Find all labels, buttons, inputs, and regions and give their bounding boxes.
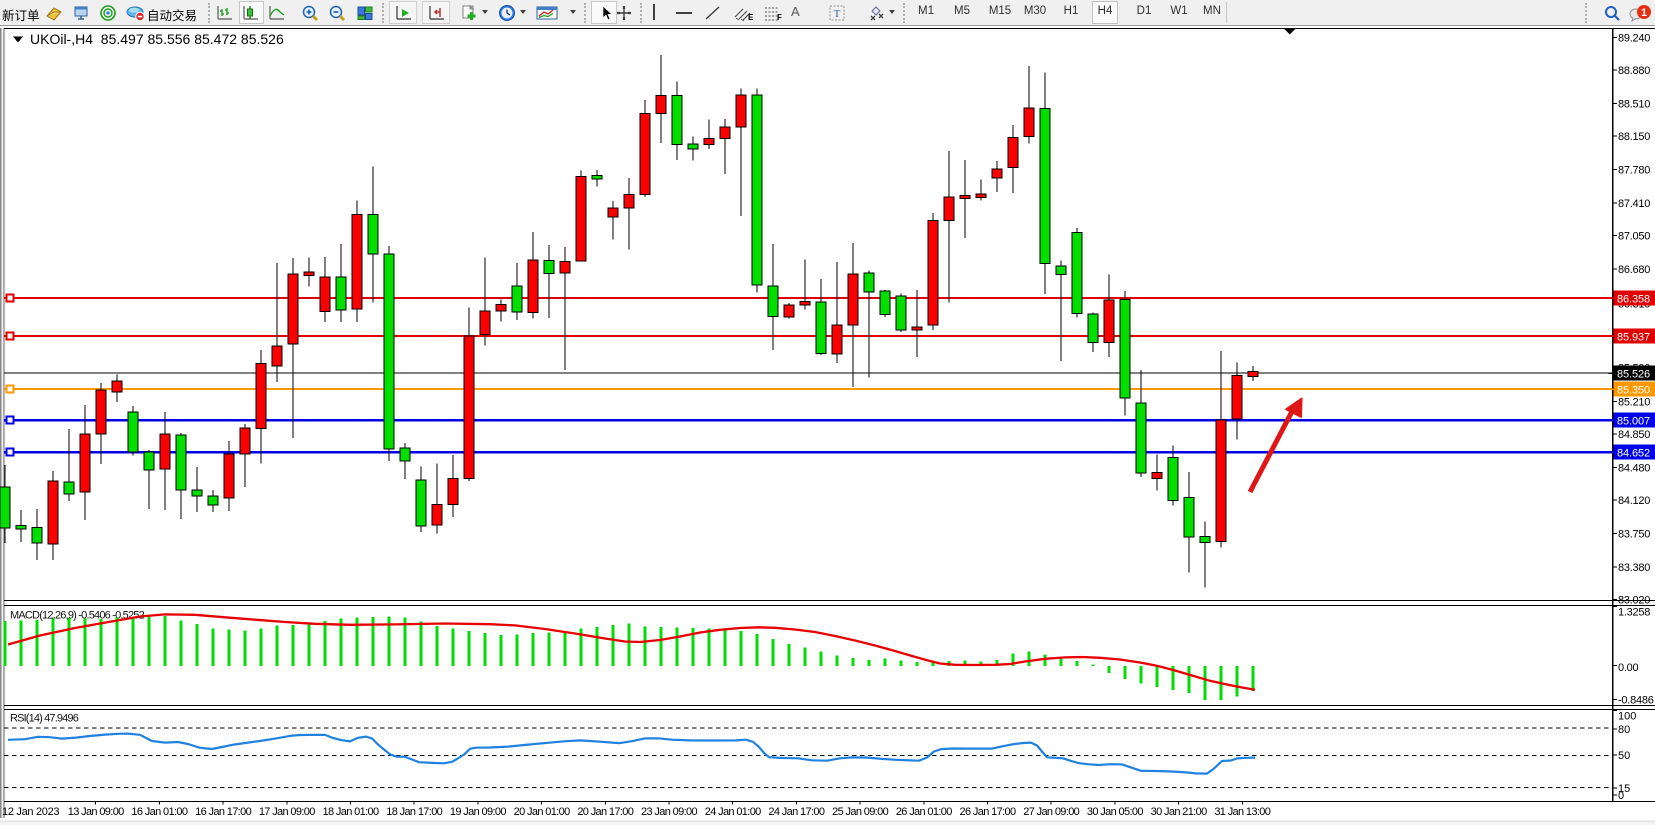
svg-text:87.050: 87.050	[1618, 231, 1650, 243]
svg-text:83.020: 83.020	[1618, 594, 1650, 606]
svg-text:26 Jan 17:00: 26 Jan 17:00	[960, 806, 1016, 818]
svg-text:85.526: 85.526	[1617, 369, 1650, 381]
svg-text:88.150: 88.150	[1618, 131, 1650, 143]
svg-text:UKOil-,H4 85.497 85.556 85.47: UKOil-,H4 85.497 85.556 85.472 85.526	[30, 31, 284, 47]
svg-text:86.680: 86.680	[1618, 264, 1650, 276]
svg-text:16 Jan 17:00: 16 Jan 17:00	[195, 806, 251, 818]
svg-text:80: 80	[1618, 724, 1630, 736]
svg-text:-0.8486: -0.8486	[1618, 695, 1654, 707]
svg-text:1.3258: 1.3258	[1618, 607, 1650, 619]
svg-text:86.358: 86.358	[1617, 294, 1650, 306]
svg-text:T: T	[834, 8, 841, 20]
svg-text:83.750: 83.750	[1618, 528, 1650, 540]
svg-text:25 Jan 09:00: 25 Jan 09:00	[832, 806, 888, 818]
svg-text:50: 50	[1618, 750, 1630, 762]
svg-text:15: 15	[1618, 783, 1630, 795]
svg-text:89.240: 89.240	[1618, 33, 1650, 45]
svg-text:84.850: 84.850	[1618, 429, 1650, 441]
svg-text:84.120: 84.120	[1618, 495, 1650, 507]
svg-text:83.380: 83.380	[1618, 562, 1650, 574]
svg-text:88.880: 88.880	[1618, 65, 1650, 77]
svg-text:MACD(12,26,9) -0.5406 -0.5252: MACD(12,26,9) -0.5406 -0.5252	[10, 610, 145, 622]
svg-text:RSI(14) 47.9496: RSI(14) 47.9496	[10, 713, 79, 725]
svg-text:100: 100	[1618, 711, 1636, 723]
svg-text:27 Jan 09:00: 27 Jan 09:00	[1023, 806, 1079, 818]
svg-text:13 Jan 09:00: 13 Jan 09:00	[68, 806, 124, 818]
svg-text:17 Jan 09:00: 17 Jan 09:00	[259, 806, 315, 818]
svg-text:1: 1	[1641, 7, 1647, 19]
svg-text:24 Jan 01:00: 24 Jan 01:00	[705, 806, 761, 818]
svg-text:87.410: 87.410	[1618, 198, 1650, 210]
svg-text:0.00: 0.00	[1618, 662, 1639, 674]
svg-text:85.937: 85.937	[1617, 332, 1650, 344]
svg-text:30 Jan 05:00: 30 Jan 05:00	[1087, 806, 1143, 818]
svg-text:87.780: 87.780	[1618, 165, 1650, 177]
svg-text:30 Jan 21:00: 30 Jan 21:00	[1151, 806, 1207, 818]
svg-text:18 Jan 01:00: 18 Jan 01:00	[323, 806, 379, 818]
svg-text:19 Jan 09:00: 19 Jan 09:00	[450, 806, 506, 818]
svg-text:85.007: 85.007	[1617, 416, 1650, 428]
svg-text:20 Jan 17:00: 20 Jan 17:00	[577, 806, 633, 818]
svg-text:0: 0	[1618, 790, 1624, 802]
svg-text:18 Jan 17:00: 18 Jan 17:00	[386, 806, 442, 818]
svg-text:85.210: 85.210	[1618, 397, 1650, 409]
svg-text:84.652: 84.652	[1617, 448, 1650, 460]
svg-text:23 Jan 09:00: 23 Jan 09:00	[641, 806, 697, 818]
svg-text:20 Jan 01:00: 20 Jan 01:00	[514, 806, 570, 818]
svg-text:12 Jan 2023: 12 Jan 2023	[2, 806, 59, 818]
svg-text:31 Jan 13:00: 31 Jan 13:00	[1214, 806, 1270, 818]
svg-text:88.510: 88.510	[1618, 99, 1650, 111]
svg-text:26 Jan 01:00: 26 Jan 01:00	[896, 806, 952, 818]
svg-text:85.350: 85.350	[1617, 385, 1650, 397]
svg-text:84.480: 84.480	[1618, 463, 1650, 475]
svg-text:16 Jan 01:00: 16 Jan 01:00	[131, 806, 187, 818]
svg-text:24 Jan 17:00: 24 Jan 17:00	[768, 806, 824, 818]
